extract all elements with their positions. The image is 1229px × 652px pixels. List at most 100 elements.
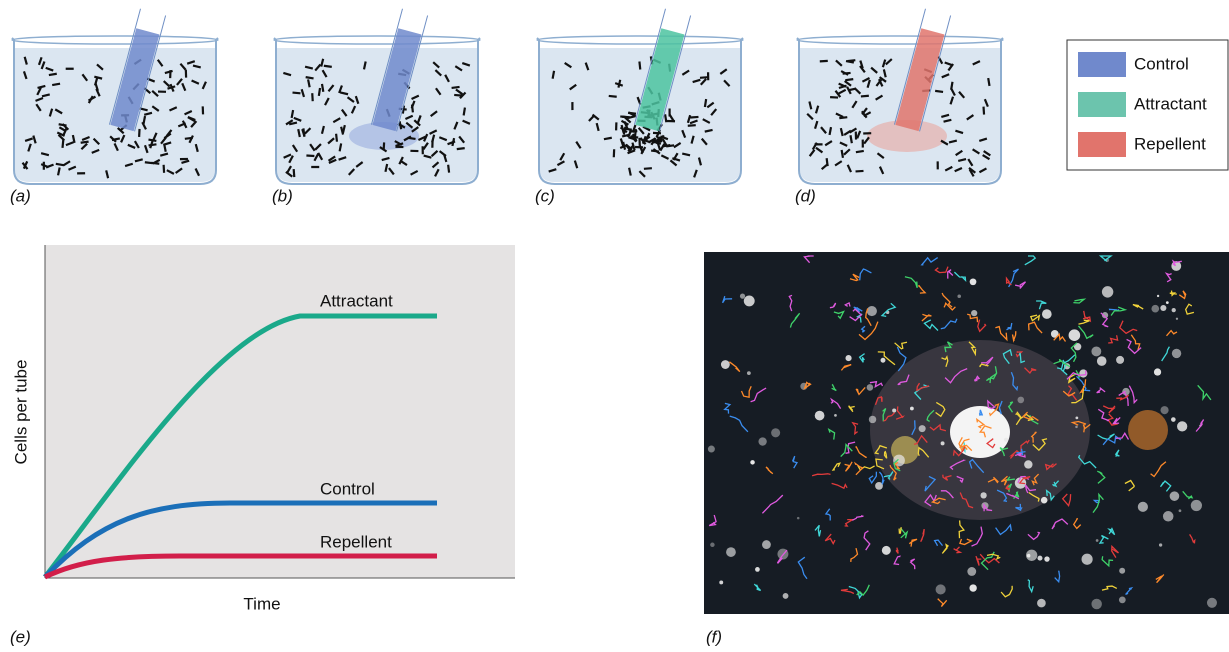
particle xyxy=(1172,349,1181,358)
bacterium xyxy=(454,95,462,96)
legend: Control Attractant Repellent xyxy=(1067,40,1228,170)
particle xyxy=(1176,318,1178,320)
particle xyxy=(771,428,780,437)
particle xyxy=(971,310,977,316)
figure: (a) (b) (c) (d) Control Attractant Repel… xyxy=(0,0,1229,652)
particle xyxy=(919,425,926,432)
particle xyxy=(1177,421,1187,431)
particle xyxy=(1172,308,1176,312)
legend-label: Repellent xyxy=(1134,134,1206,153)
particle xyxy=(740,294,745,299)
beaker-rim xyxy=(274,36,480,44)
bacterium xyxy=(639,61,640,69)
bacterium xyxy=(324,66,332,67)
bacterium xyxy=(700,77,708,78)
particle xyxy=(747,371,751,375)
particle xyxy=(1116,356,1124,364)
particle xyxy=(1004,438,1008,442)
particle xyxy=(1160,406,1168,414)
particle xyxy=(797,517,800,520)
particle xyxy=(815,411,825,421)
bacterium xyxy=(292,110,293,118)
bacterium xyxy=(412,104,413,112)
particle xyxy=(1041,497,1048,504)
bacterium xyxy=(306,77,314,78)
graph: Attractant Control Repellent Cells per t… xyxy=(10,245,515,646)
curve-label: Attractant xyxy=(320,291,393,310)
curve-label: Control xyxy=(320,479,375,498)
legend-swatch xyxy=(1078,132,1126,157)
panel-label: (e) xyxy=(10,627,31,646)
particle xyxy=(892,409,896,413)
particle xyxy=(1037,599,1046,608)
x-axis-label: Time xyxy=(243,594,280,613)
particle xyxy=(1082,554,1093,565)
beaker xyxy=(12,9,218,184)
particle xyxy=(881,358,886,363)
bacterium xyxy=(830,127,831,135)
bacterium xyxy=(56,164,64,165)
particle xyxy=(710,543,714,547)
particle xyxy=(1157,295,1159,297)
bacterium xyxy=(452,87,460,88)
bacterium xyxy=(856,171,864,172)
particle xyxy=(867,306,877,316)
particle xyxy=(1191,500,1202,511)
bacterium xyxy=(464,108,465,116)
bacterium xyxy=(665,114,666,122)
bacterium xyxy=(951,82,952,90)
bacterium xyxy=(457,148,465,149)
particle xyxy=(1179,509,1182,512)
particle xyxy=(1171,417,1176,422)
particle xyxy=(1207,598,1217,608)
legend-swatch xyxy=(1078,92,1126,117)
beaker xyxy=(274,9,480,184)
bacterium xyxy=(294,169,295,177)
legend-swatch xyxy=(1078,52,1126,77)
particle xyxy=(1160,305,1166,311)
particle xyxy=(1091,599,1101,609)
legend-label: Control xyxy=(1134,54,1189,73)
particle xyxy=(1017,397,1024,404)
particle xyxy=(1042,309,1052,319)
particle xyxy=(1075,416,1078,419)
particle xyxy=(834,414,837,417)
bacterium xyxy=(846,61,854,63)
particle xyxy=(1159,543,1162,546)
bacterium xyxy=(553,71,554,79)
bacterium xyxy=(850,135,851,143)
particle xyxy=(869,416,876,423)
legend-label: Attractant xyxy=(1134,94,1207,113)
bacterium xyxy=(644,168,652,169)
bacterium xyxy=(185,138,193,139)
particle xyxy=(910,407,914,411)
bacterium xyxy=(340,143,342,151)
particle xyxy=(941,441,945,445)
particle xyxy=(1102,286,1113,297)
panel-label: (f) xyxy=(706,627,722,646)
panel-label: (a) xyxy=(10,186,31,205)
bacterium xyxy=(839,117,847,118)
particle xyxy=(721,360,730,369)
particle xyxy=(1027,554,1031,558)
bacterium xyxy=(604,138,612,139)
bacterium xyxy=(690,117,698,118)
bacterium xyxy=(319,88,320,96)
particle xyxy=(1154,368,1161,375)
particle xyxy=(1091,346,1101,356)
particle xyxy=(970,278,977,285)
particle xyxy=(845,355,851,361)
particle xyxy=(1170,491,1180,501)
particle xyxy=(980,492,986,498)
bacterium xyxy=(81,142,89,143)
particle xyxy=(1151,305,1159,313)
bacterium xyxy=(400,121,402,129)
particle xyxy=(708,446,715,453)
particle xyxy=(1024,460,1032,468)
particle xyxy=(783,593,789,599)
bacterium xyxy=(448,165,449,173)
bacterium xyxy=(845,79,853,80)
particle xyxy=(882,546,891,555)
particle xyxy=(1044,556,1049,561)
beaker-row xyxy=(12,9,1003,184)
